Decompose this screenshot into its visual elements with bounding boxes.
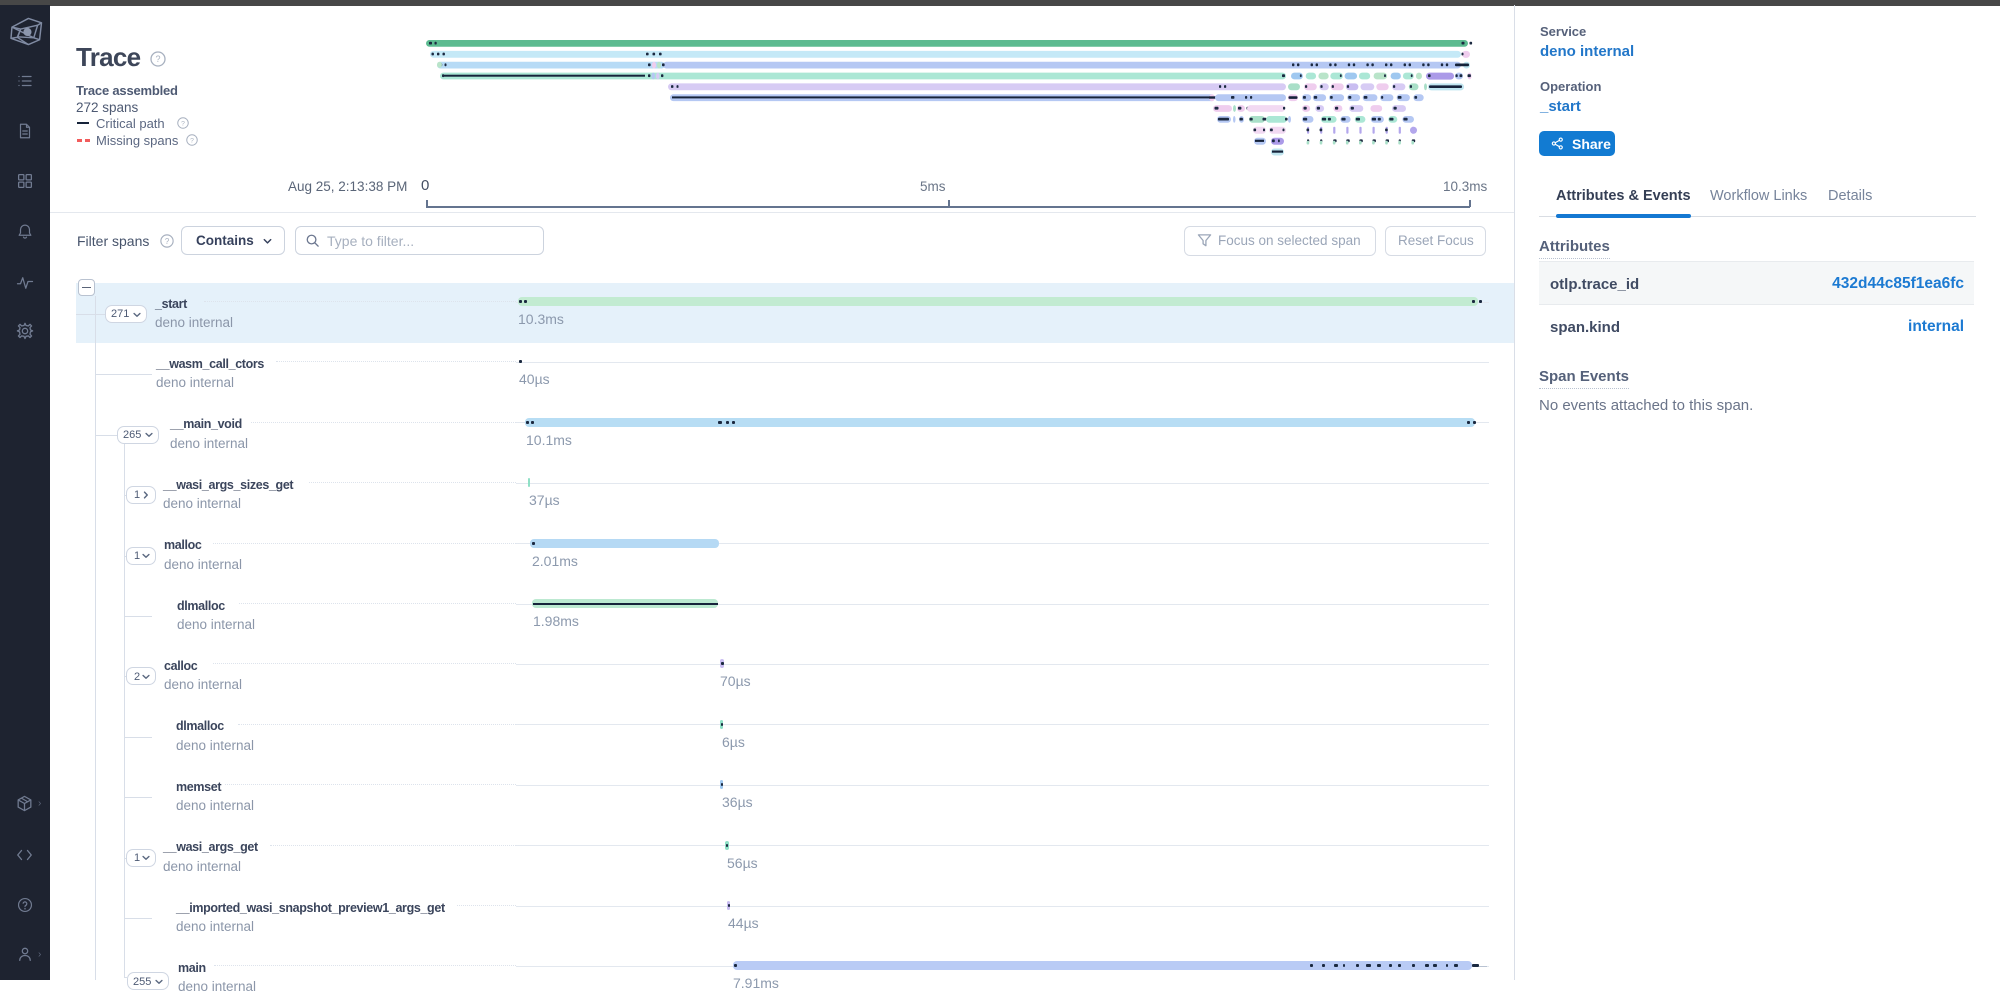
svg-text:?: ?	[190, 137, 194, 144]
svg-text:?: ?	[165, 237, 170, 246]
svg-text:?: ?	[155, 54, 160, 64]
svg-text:?: ?	[181, 120, 185, 127]
